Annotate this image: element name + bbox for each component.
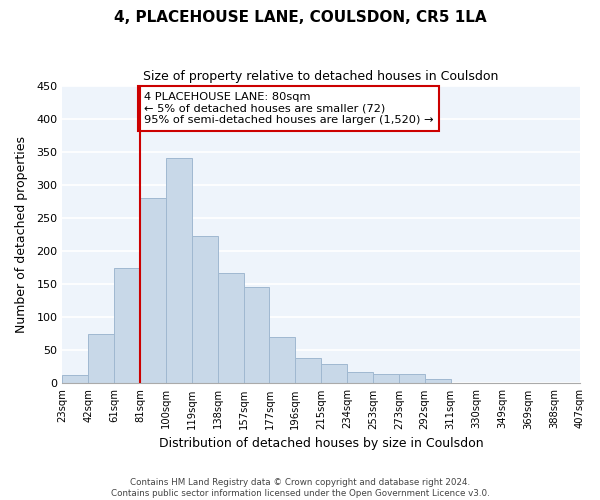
- Bar: [166, 158, 192, 384]
- Bar: [88, 334, 114, 384]
- Bar: [425, 379, 451, 384]
- Bar: [218, 273, 244, 384]
- Bar: [192, 236, 218, 384]
- Bar: [269, 337, 295, 384]
- Y-axis label: Number of detached properties: Number of detached properties: [15, 136, 28, 333]
- Text: Contains HM Land Registry data © Crown copyright and database right 2024.
Contai: Contains HM Land Registry data © Crown c…: [110, 478, 490, 498]
- Bar: [321, 364, 347, 384]
- Text: 4, PLACEHOUSE LANE, COULSDON, CR5 1LA: 4, PLACEHOUSE LANE, COULSDON, CR5 1LA: [113, 10, 487, 25]
- Bar: [399, 374, 425, 384]
- Bar: [347, 372, 373, 384]
- X-axis label: Distribution of detached houses by size in Coulsdon: Distribution of detached houses by size …: [159, 437, 484, 450]
- Bar: [140, 198, 166, 384]
- Bar: [373, 374, 399, 384]
- Bar: [114, 268, 140, 384]
- Text: 4 PLACEHOUSE LANE: 80sqm
← 5% of detached houses are smaller (72)
95% of semi-de: 4 PLACEHOUSE LANE: 80sqm ← 5% of detache…: [144, 92, 433, 126]
- Bar: [295, 358, 321, 384]
- Bar: [244, 288, 269, 384]
- Bar: [62, 375, 88, 384]
- Title: Size of property relative to detached houses in Coulsdon: Size of property relative to detached ho…: [143, 70, 499, 83]
